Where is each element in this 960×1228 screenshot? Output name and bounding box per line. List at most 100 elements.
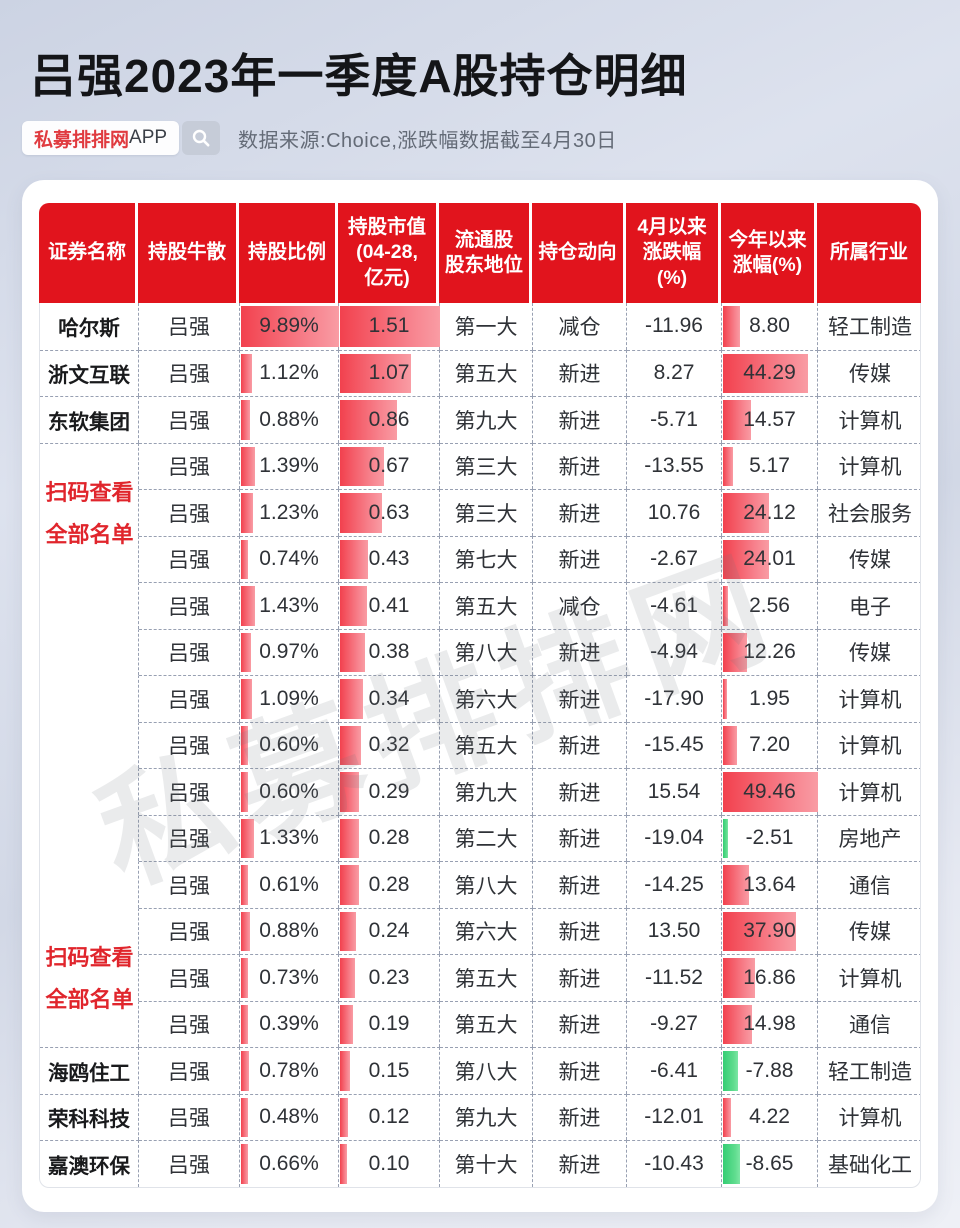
cell-april-change: -9.27 <box>627 1000 722 1047</box>
ytd-change-bar <box>723 911 796 951</box>
ytd-change-bar <box>723 539 770 579</box>
cell-holder: 吕强 <box>139 768 240 815</box>
cell-shareholder-rank: 第九大 <box>440 768 533 815</box>
cell-position-action: 新进 <box>533 442 627 489</box>
cell-industry: 计算机 <box>818 675 920 722</box>
app-brand-label: 私募排排网 <box>34 129 130 151</box>
holding-ratio-bar <box>241 1097 248 1137</box>
holding-ratio-bar <box>241 865 248 905</box>
table-row: 吕强 1.39% 0.67 第三大 新进 -13.55 5.17 计算机 <box>40 442 920 489</box>
cell-holder: 吕强 <box>139 582 240 629</box>
header-ytd-change: 今年以来 涨幅(%) <box>721 203 817 303</box>
cell-ytd-change: 2.56 <box>722 582 818 629</box>
cell-position-action: 新进 <box>533 907 627 954</box>
market-value-bar <box>340 1097 348 1137</box>
cell-holding-ratio: 1.33% <box>240 814 339 861</box>
cell-market-value: 0.32 <box>339 721 440 768</box>
cell-security-name <box>40 814 139 861</box>
ytd-change-bar <box>723 725 737 765</box>
cell-security-name <box>40 582 139 629</box>
table-row: 吕强 0.97% 0.38 第八大 新进 -4.94 12.26 传媒 <box>40 628 920 676</box>
scan-qr-label-top[interactable]: 扫码查看 全部名单 <box>40 443 139 583</box>
cell-april-change: -17.90 <box>627 675 722 722</box>
cell-industry: 通信 <box>818 861 920 908</box>
holding-ratio-bar <box>241 1004 248 1044</box>
cell-holder: 吕强 <box>139 861 240 908</box>
cell-industry: 计算机 <box>818 396 920 443</box>
cell-ytd-change: 13.64 <box>722 861 818 908</box>
cell-april-change: -6.41 <box>627 1047 722 1094</box>
cell-position-action: 新进 <box>533 768 627 815</box>
cell-shareholder-rank: 第五大 <box>440 954 533 1001</box>
cell-security-name <box>40 675 139 722</box>
holding-ratio-bar <box>241 493 254 533</box>
cell-holder: 吕强 <box>139 954 240 1001</box>
cell-holding-ratio: 0.88% <box>240 396 339 443</box>
cell-security-name <box>40 721 139 768</box>
cell-position-action: 新进 <box>533 349 627 396</box>
cell-holder: 吕强 <box>139 907 240 954</box>
cell-ytd-change: 14.98 <box>722 1000 818 1047</box>
cell-april-change: -11.96 <box>627 303 722 350</box>
cell-industry: 电子 <box>818 582 920 629</box>
header-market-value: 持股市值 (04-28, 亿元) <box>338 203 439 303</box>
holding-ratio-bar <box>241 1144 248 1184</box>
cell-ytd-change: -7.88 <box>722 1047 818 1094</box>
cell-industry: 通信 <box>818 1000 920 1048</box>
cell-market-value: 0.43 <box>339 535 440 582</box>
cell-security-name <box>40 628 139 675</box>
cell-shareholder-rank: 第十大 <box>440 1140 533 1187</box>
cell-april-change: -10.43 <box>627 1140 722 1187</box>
cell-april-change: -14.25 <box>627 861 722 908</box>
cell-april-change: 13.50 <box>627 907 722 954</box>
market-value-bar <box>340 725 362 765</box>
cell-industry: 计算机 <box>818 954 920 1001</box>
market-value-bar <box>340 772 360 812</box>
cell-position-action: 新进 <box>533 535 627 582</box>
ytd-change-bar <box>723 818 728 858</box>
market-value-bar <box>340 400 397 440</box>
ytd-change-bar <box>723 865 750 905</box>
table-row: 吕强 0.60% 0.29 第九大 新进 15.54 49.46 计算机 <box>40 768 920 815</box>
holding-ratio-bar <box>241 958 249 998</box>
cell-industry: 传媒 <box>818 349 920 397</box>
cell-position-action: 新进 <box>533 628 627 675</box>
cell-security-name <box>40 954 139 1001</box>
cell-april-change: -11.52 <box>627 954 722 1001</box>
market-value-bar <box>340 818 359 858</box>
cell-holding-ratio: 1.12% <box>240 349 339 396</box>
scan-qr-label-bottom[interactable]: 扫码查看 全部名单 <box>40 908 139 1048</box>
market-value-bar <box>340 493 382 533</box>
cell-april-change: -4.61 <box>627 582 722 629</box>
table-row: 吕强 1.23% 0.63 第三大 新进 10.76 24.12 社会服务 <box>40 489 920 536</box>
app-search-box[interactable]: 私募排排网 APP <box>22 121 180 155</box>
search-button[interactable] <box>182 121 221 155</box>
cell-market-value: 0.34 <box>339 675 440 722</box>
cell-industry: 传媒 <box>818 628 920 676</box>
cell-industry: 计算机 <box>818 1093 920 1141</box>
cell-position-action: 新进 <box>533 396 627 443</box>
table-body: 哈尔斯 吕强 9.89% 1.51 第一大 减仓 -11.96 8.80 轻工制… <box>39 303 921 1188</box>
cell-holder: 吕强 <box>139 1093 240 1140</box>
cell-industry: 传媒 <box>818 535 920 583</box>
cell-position-action: 新进 <box>533 675 627 722</box>
cell-ytd-change: 4.22 <box>722 1093 818 1140</box>
cell-april-change: -2.67 <box>627 535 722 582</box>
ytd-change-bar <box>723 632 747 672</box>
cell-market-value: 0.29 <box>339 768 440 815</box>
cell-shareholder-rank: 第三大 <box>440 442 533 489</box>
cell-holder: 吕强 <box>139 349 240 396</box>
cell-holder: 吕强 <box>139 721 240 768</box>
market-value-bar <box>340 353 411 393</box>
cell-security-name <box>40 442 139 489</box>
table-card: 证券名称 持股牛散 持股比例 持股市值 (04-28, 亿元) 流通股 股东地位… <box>22 180 938 1212</box>
cell-ytd-change: 24.01 <box>722 535 818 582</box>
market-value-bar <box>340 586 368 626</box>
cell-position-action: 新进 <box>533 721 627 768</box>
magnifier-icon <box>192 129 210 147</box>
cell-april-change: 8.27 <box>627 349 722 396</box>
cell-industry: 社会服务 <box>818 489 920 536</box>
cell-industry: 传媒 <box>818 907 920 955</box>
cell-security-name: 荣科科技 <box>40 1093 139 1140</box>
cell-shareholder-rank: 第三大 <box>440 489 533 536</box>
